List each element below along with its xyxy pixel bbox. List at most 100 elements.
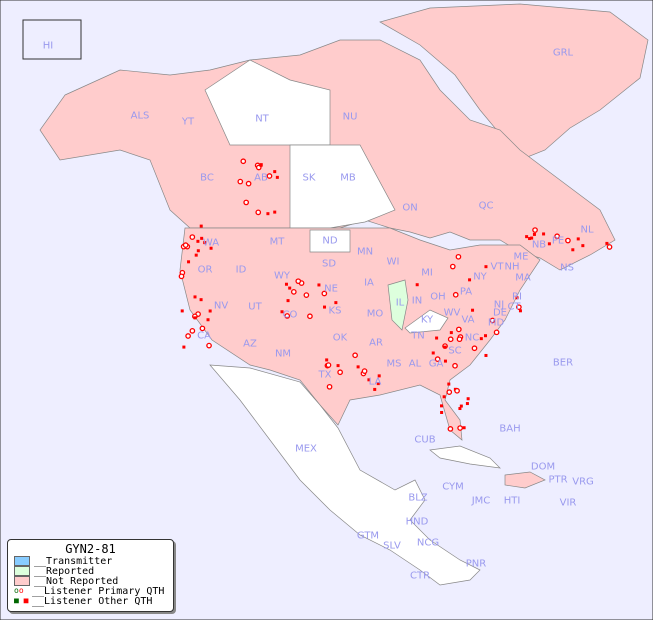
listener-primary-marker	[307, 313, 313, 320]
region-label-mt: MT	[269, 236, 285, 248]
region-nt	[204, 59, 331, 146]
listener-other-marker	[468, 278, 472, 282]
listener-other-marker	[465, 402, 469, 406]
region-label-vir: VIR	[559, 497, 577, 509]
listener-other-marker	[528, 237, 532, 241]
region-label-al: AL	[408, 358, 422, 370]
listener-other-marker	[193, 295, 197, 299]
listener-primary-marker	[457, 425, 463, 431]
region-label-mi: MI	[421, 267, 433, 279]
listener-other-marker	[547, 242, 551, 246]
listener-other-marker	[284, 282, 288, 286]
region-label-ab: AB	[254, 172, 268, 184]
region-label-cub: CUB	[414, 434, 436, 446]
listener-other-marker	[571, 248, 575, 252]
region-label-ky: KY	[420, 314, 434, 326]
listener-other-marker	[323, 305, 327, 309]
region-cuba	[429, 445, 501, 469]
region-label-ptr: PTR	[548, 474, 568, 486]
legend-item-not-reported: __Not Reported	[14, 576, 173, 587]
region-label-nl: NL	[580, 224, 594, 236]
listener-primary-marker	[266, 173, 273, 179]
listener-other-marker	[280, 310, 284, 314]
listener-other-marker	[334, 301, 338, 305]
region-label-il: IL	[395, 297, 405, 309]
region-label-in: IN	[411, 295, 423, 307]
region-label-blz: BLZ	[408, 492, 428, 504]
region-label-va: VA	[461, 314, 475, 326]
listener-primary-marker	[325, 362, 332, 368]
square-marker-icon: ■ ■	[14, 596, 29, 605]
region-label-ms: MS	[386, 358, 402, 370]
region-label-qc: QC	[478, 200, 494, 212]
listener-primary-marker	[199, 325, 206, 332]
region-label-mb: MB	[340, 172, 356, 184]
region-label-ctr: CTR	[409, 570, 431, 582]
listener-other-marker	[203, 241, 207, 245]
listener-other-marker	[180, 309, 184, 313]
listener-other-marker	[194, 253, 198, 257]
listener-primary-marker	[454, 387, 460, 394]
listener-other-marker	[581, 244, 585, 248]
region-label-wi: WI	[386, 256, 400, 268]
region-label-hnd: HND	[405, 516, 429, 528]
listener-other-marker	[462, 426, 466, 430]
listener-other-marker	[208, 309, 212, 313]
region-label-tx: TX	[318, 369, 332, 381]
transmitter-swatch	[14, 556, 30, 566]
region-label-sd: SD	[321, 258, 337, 270]
listener-primary-marker	[606, 244, 613, 250]
listener-other-marker	[200, 236, 204, 240]
region-label-slv: SLV	[383, 540, 401, 552]
listener-primary-marker	[489, 317, 496, 324]
region-label-nt: NT	[255, 113, 269, 125]
listener-other-marker	[373, 387, 377, 391]
listener-primary-marker	[446, 389, 453, 395]
hawaii-inset	[22, 19, 82, 60]
listener-primary-marker	[352, 352, 358, 359]
region-label-ne: NE	[324, 283, 338, 295]
region-label-bc: BC	[200, 172, 214, 184]
listener-primary-marker	[447, 336, 454, 343]
listener-primary-marker	[434, 356, 441, 362]
region-label-vrg: VRG	[572, 476, 594, 488]
listener-other-marker	[484, 334, 488, 338]
region-label-wa: WA	[202, 237, 220, 249]
listener-primary-marker	[321, 290, 328, 297]
listener-primary-marker	[182, 242, 189, 249]
region-label-nu: NU	[342, 111, 358, 123]
region-label-nc: NC	[464, 332, 480, 344]
listener-other-marker	[288, 286, 292, 290]
region-label-oh: OH	[430, 291, 446, 303]
listener-other-marker	[435, 336, 439, 340]
region-label-wv: WV	[443, 307, 461, 319]
legend-label: __Reported	[34, 565, 95, 577]
listener-primary-marker	[295, 278, 302, 285]
listener-other-marker	[542, 232, 546, 236]
region-label-yt: YT	[181, 116, 195, 128]
region-label-ncg: NCG	[416, 537, 440, 549]
region-label-ca: CA	[197, 330, 211, 342]
region-label-sk: SK	[302, 172, 316, 184]
region-label-ar: AR	[369, 337, 383, 349]
region-label-grl: GRL	[552, 47, 574, 59]
listener-other-marker	[199, 224, 203, 228]
listener-primary-marker	[284, 313, 291, 319]
region-label-ia: IA	[364, 277, 374, 289]
listener-other-marker	[209, 246, 213, 250]
legend-label: __Listener Primary QTH	[32, 585, 165, 597]
listener-other-marker	[443, 359, 447, 363]
region-label-gtm: GTM	[356, 530, 380, 542]
region-label-nm: NM	[274, 348, 292, 360]
listener-primary-marker	[337, 369, 343, 376]
listener-other-marker	[479, 337, 483, 341]
listener-primary-marker	[493, 329, 500, 336]
region-label-cym: CYM	[442, 481, 464, 493]
region-label-az: AZ	[243, 338, 257, 350]
region-label-nj: NJ	[493, 299, 505, 311]
listener-other-marker	[273, 170, 277, 174]
legend-title: GYN2-81	[65, 542, 116, 556]
listener-primary-marker	[456, 336, 463, 343]
listener-other-marker	[273, 210, 277, 214]
region-label-bah: BAH	[499, 423, 521, 435]
